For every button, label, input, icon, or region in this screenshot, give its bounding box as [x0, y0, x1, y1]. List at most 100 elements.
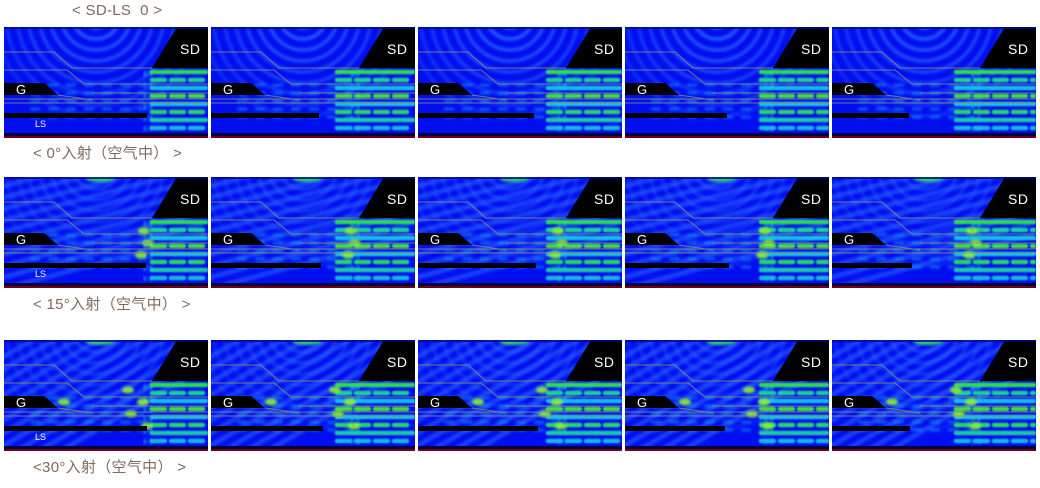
bottom-edge-strip — [832, 133, 1036, 136]
guided-mode-stripes — [953, 382, 1036, 444]
row-15deg: SD G LS SD G SD G SD G SD G < 15°入射（空气中） > — [0, 177, 1040, 313]
top-edge-strip — [418, 27, 622, 29]
structure-outlines — [418, 364, 622, 417]
bottom-edge-line — [211, 136, 415, 138]
bottom-edge-strip — [4, 446, 208, 449]
structure-outlines — [211, 201, 415, 254]
g-electrode — [832, 396, 886, 408]
g-label: G — [16, 82, 26, 97]
ls-layer — [418, 263, 536, 268]
bottom-edge-line — [4, 136, 208, 138]
sd-label: SD — [801, 41, 821, 57]
sd-label: SD — [801, 191, 821, 207]
bottom-edge-line — [211, 449, 415, 451]
field-map-panel: SD G — [211, 27, 415, 138]
ls-layer — [625, 263, 729, 268]
panel-strip-30deg: SD G LS SD G SD G SD G SD G — [0, 340, 1040, 451]
bottom-edge-strip — [625, 283, 829, 286]
field-map-panel: SD G LS — [4, 27, 208, 138]
top-edge-strip — [211, 177, 415, 179]
g-label: G — [430, 232, 440, 247]
structure-outlines — [418, 201, 622, 254]
structure-outlines — [4, 51, 208, 104]
g-label: G — [637, 395, 647, 410]
top-edge-strip — [832, 27, 1036, 29]
bottom-edge-strip — [832, 283, 1036, 286]
bottom-edge-strip — [4, 133, 208, 136]
g-electrode — [211, 396, 265, 408]
ls-layer — [211, 263, 321, 268]
g-electrode — [832, 83, 886, 95]
top-edge-strip — [625, 177, 829, 179]
ls-label: LS — [35, 269, 46, 279]
structure-outlines — [625, 51, 829, 104]
field-hotspots — [472, 386, 567, 430]
bottom-edge-line — [832, 136, 1036, 138]
sd-label: SD — [180, 191, 200, 207]
top-edge-strip — [625, 27, 829, 29]
sd-label: SD — [1008, 191, 1028, 207]
guided-mode-stripes — [758, 382, 829, 444]
row-30deg: SD G LS SD G SD G SD G SD G <30°入射（空气中） > — [0, 340, 1040, 476]
g-electrode — [418, 396, 472, 408]
field-map-panel: SD G — [418, 27, 622, 138]
ls-layer — [4, 263, 146, 268]
bottom-edge-strip — [418, 283, 622, 286]
guided-mode-stripes — [149, 382, 208, 444]
structure-outlines — [418, 51, 622, 104]
bottom-edge-line — [418, 286, 622, 288]
g-label: G — [223, 82, 233, 97]
g-label: G — [430, 395, 440, 410]
panel-strip-0deg: SD G LS SD G SD G SD G SD G — [0, 27, 1040, 138]
g-label: G — [16, 232, 26, 247]
g-label: G — [430, 82, 440, 97]
sd-label: SD — [1008, 354, 1028, 370]
top-edge-strip — [211, 27, 415, 29]
ls-layer — [832, 426, 910, 431]
bottom-edge-line — [625, 136, 829, 138]
structure-outlines — [625, 201, 829, 254]
field-hotspots — [963, 227, 982, 259]
ls-layer — [832, 113, 909, 118]
figure-title: < SD-LS 0 > — [72, 2, 163, 19]
ls-label: LS — [35, 119, 46, 129]
field-map-panel: SD G — [625, 27, 829, 138]
g-electrode — [625, 83, 679, 95]
bottom-edge-strip — [211, 446, 415, 449]
sd-label: SD — [180, 354, 200, 370]
ls-layer — [418, 113, 534, 118]
g-electrode — [211, 233, 265, 245]
ls-layer — [418, 426, 538, 431]
bottom-edge-line — [4, 286, 208, 288]
top-edge-strip — [832, 177, 1036, 179]
g-label: G — [637, 82, 647, 97]
bottom-edge-strip — [4, 283, 208, 286]
sd-electrode — [566, 27, 622, 68]
structure-outlines — [4, 201, 208, 254]
g-electrode — [4, 396, 58, 408]
sd-electrode — [980, 340, 1036, 381]
ls-layer — [625, 426, 725, 431]
g-electrode — [625, 233, 679, 245]
bottom-edge-line — [418, 136, 622, 138]
g-label: G — [223, 395, 233, 410]
sd-electrode — [152, 340, 208, 381]
bottom-edge-line — [625, 449, 829, 451]
structure-outlines — [832, 201, 1036, 254]
row-caption-0deg: < 0°入射（空气中） > — [33, 145, 183, 162]
sd-electrode — [566, 177, 622, 218]
sd-electrode — [980, 177, 1036, 218]
bottom-edge-line — [832, 286, 1036, 288]
g-label: G — [844, 232, 854, 247]
ls-layer — [832, 263, 912, 268]
ls-label: LS — [35, 432, 46, 442]
bottom-edge-strip — [418, 446, 622, 449]
bottom-edge-strip — [211, 283, 415, 286]
sd-electrode — [980, 27, 1036, 68]
sd-label: SD — [801, 354, 821, 370]
sd-electrode — [773, 177, 829, 218]
bottom-edge-strip — [625, 446, 829, 449]
field-hotspots — [265, 386, 360, 430]
top-edge-strip — [418, 340, 622, 342]
